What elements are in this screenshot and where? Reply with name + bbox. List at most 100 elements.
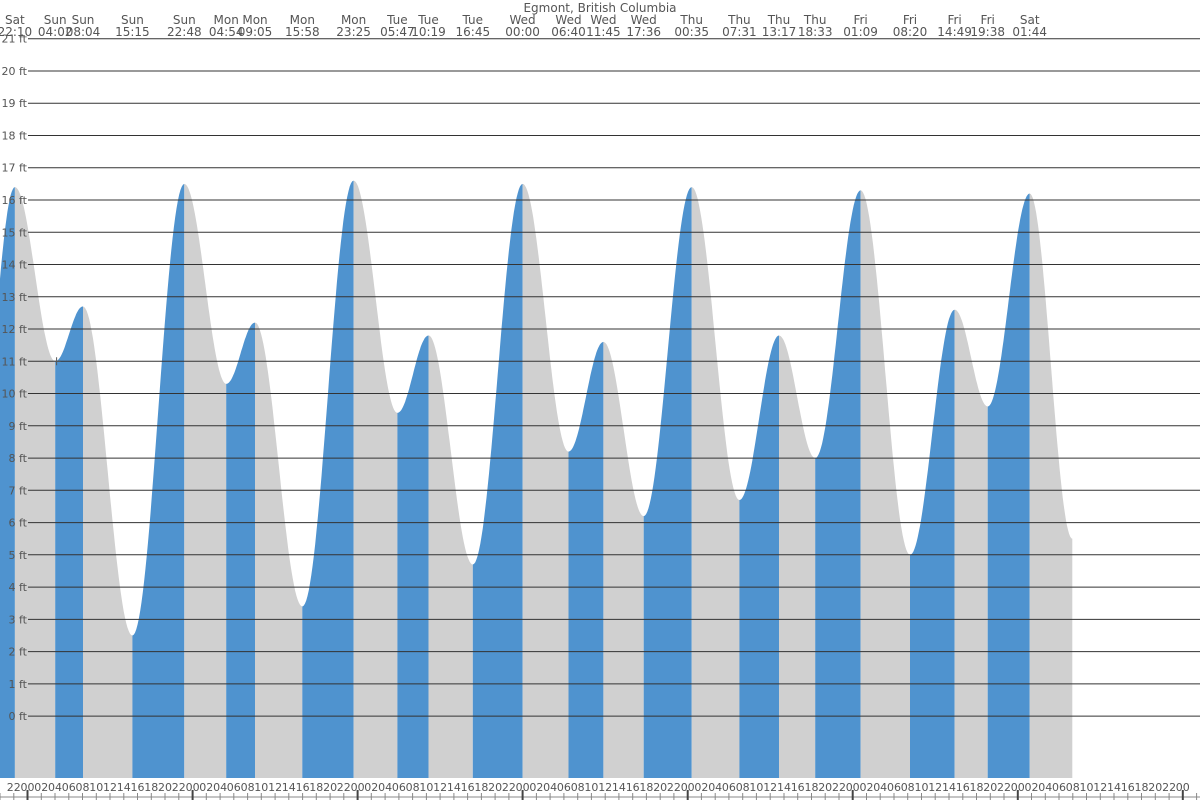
extreme-time-label: 15:15: [115, 25, 150, 39]
x-tick-label: 10: [584, 781, 598, 794]
falling-tide-segment: [14, 187, 56, 779]
extreme-day-label: Sun: [44, 13, 67, 27]
y-tick-label-layer: 0 ft 1 ft 2 ft 3 ft 4 ft 5 ft 6 ft 7 ft 8 ft 9 ft…: [2, 33, 28, 723]
extreme-time-label: 04:54: [209, 25, 244, 39]
rising-tide-segment: [910, 309, 955, 778]
x-tick-label: 08: [736, 781, 750, 794]
x-tick-label: 06: [887, 781, 901, 794]
extreme-day-label: Sun: [173, 13, 196, 27]
x-tick-label: 00: [846, 781, 860, 794]
x-tick-label: 00: [681, 781, 695, 794]
rising-tide-segment: [643, 187, 692, 779]
extreme-day-label: Wed: [631, 13, 657, 27]
x-tick-label: 06: [392, 781, 406, 794]
x-tick-label: 00: [351, 781, 365, 794]
extreme-day-label: Tue: [462, 13, 484, 27]
falling-tide-segment: [603, 341, 644, 778]
y-tick-label: 8 ft: [9, 452, 28, 465]
rising-tide-segment: [302, 180, 354, 779]
x-tick-label: 20: [323, 781, 337, 794]
x-tick-label: 08: [1066, 781, 1080, 794]
extreme-time-label: 06:40: [551, 25, 586, 39]
extreme-day-label: Thu: [679, 13, 703, 27]
x-tick-label: 20: [818, 781, 832, 794]
x-tick-label: 10: [915, 781, 929, 794]
rising-tide-segment: [397, 335, 429, 778]
x-tick-label: 00: [1011, 781, 1025, 794]
x-tick-label: 04: [213, 781, 227, 794]
extreme-time-label: 14:49: [937, 25, 972, 39]
x-tick-label: 12: [433, 781, 447, 794]
gridline-layer: [28, 38, 1200, 717]
extreme-day-label: Fri: [903, 13, 917, 27]
x-tick-label: 14: [612, 781, 626, 794]
extreme-time-label: 08:20: [893, 25, 928, 39]
falling-tide-segment: [1029, 193, 1073, 778]
extreme-day-label: Wed: [590, 13, 616, 27]
extreme-day-label: Mon: [214, 13, 239, 27]
x-tick-label: 02: [34, 781, 48, 794]
rising-tide-segment: [568, 341, 604, 778]
extreme-day-label: Fri: [981, 13, 995, 27]
x-tick-label: 18: [970, 781, 984, 794]
x-tick-layer: 22 00 02 04 06 08 10 12 14 16 18 20 22 00 02 04 06 08 10 12…: [0, 781, 1200, 800]
extreme-time-label: 05:47: [380, 25, 415, 39]
x-tick-label: 14: [1107, 781, 1121, 794]
y-tick-label: 10 ft: [2, 388, 28, 401]
x-tick-label: 16: [956, 781, 970, 794]
x-tick-label: 18: [639, 781, 653, 794]
x-tick-label: 14: [942, 781, 956, 794]
x-tick-label: 12: [763, 781, 777, 794]
x-tick-label: 02: [860, 781, 874, 794]
x-tick-label: 18: [805, 781, 819, 794]
extreme-time-label: 23:25: [336, 25, 371, 39]
extreme-day-label: Tue: [386, 13, 408, 27]
x-tick-label: 00: [1176, 781, 1190, 794]
x-tick-label: 06: [227, 781, 241, 794]
x-tick-label: 02: [199, 781, 213, 794]
x-tick-label: 22: [502, 781, 516, 794]
x-tick-label: 06: [557, 781, 571, 794]
extreme-day-label: Sat: [5, 13, 25, 27]
y-tick-label: 16 ft: [2, 194, 28, 207]
x-tick-label: 18: [1135, 781, 1149, 794]
y-tick-label: 18 ft: [2, 130, 28, 143]
x-tick-label: 06: [722, 781, 736, 794]
x-tick-label: 04: [48, 781, 62, 794]
x-tick-label: 16: [131, 781, 145, 794]
extreme-time-label: 01:09: [843, 25, 878, 39]
x-tick-label: 16: [791, 781, 805, 794]
x-tick-label: 22: [832, 781, 846, 794]
x-tick-label: 22: [997, 781, 1011, 794]
extreme-time-label: 08:04: [66, 25, 101, 39]
y-tick-label: 11 ft: [2, 355, 28, 368]
extreme-day-label: Tue: [417, 13, 439, 27]
x-tick-label: 20: [488, 781, 502, 794]
y-tick-label: 14 ft: [2, 259, 28, 272]
x-tick-label: 00: [516, 781, 530, 794]
x-tick-label: 22: [667, 781, 681, 794]
falling-tide-segment: [255, 322, 303, 778]
extreme-day-label: Mon: [242, 13, 267, 27]
rising-tide-segment: [815, 190, 861, 779]
y-tick-label: 12 ft: [2, 323, 28, 336]
extreme-day-label: Wed: [510, 13, 536, 27]
rising-tide-segment: [132, 183, 185, 778]
x-tick-label: 08: [406, 781, 420, 794]
x-tick-label: 12: [103, 781, 117, 794]
falling-tide-segment: [353, 180, 398, 779]
x-tick-label: 22: [7, 781, 21, 794]
x-tick-label: 10: [1080, 781, 1094, 794]
y-tick-label: 13 ft: [2, 291, 28, 304]
falling-tide-segment: [428, 335, 473, 778]
x-tick-label: 04: [873, 781, 887, 794]
y-tick-label: 3 ft: [9, 613, 28, 626]
extreme-time-label: 18:33: [798, 25, 833, 39]
falling-tide-segment: [779, 335, 816, 778]
x-tick-label: 06: [1052, 781, 1066, 794]
x-tick-label: 12: [598, 781, 612, 794]
x-tick-label: 06: [62, 781, 76, 794]
extreme-day-label: Mon: [290, 13, 315, 27]
x-tick-label: 14: [282, 781, 296, 794]
